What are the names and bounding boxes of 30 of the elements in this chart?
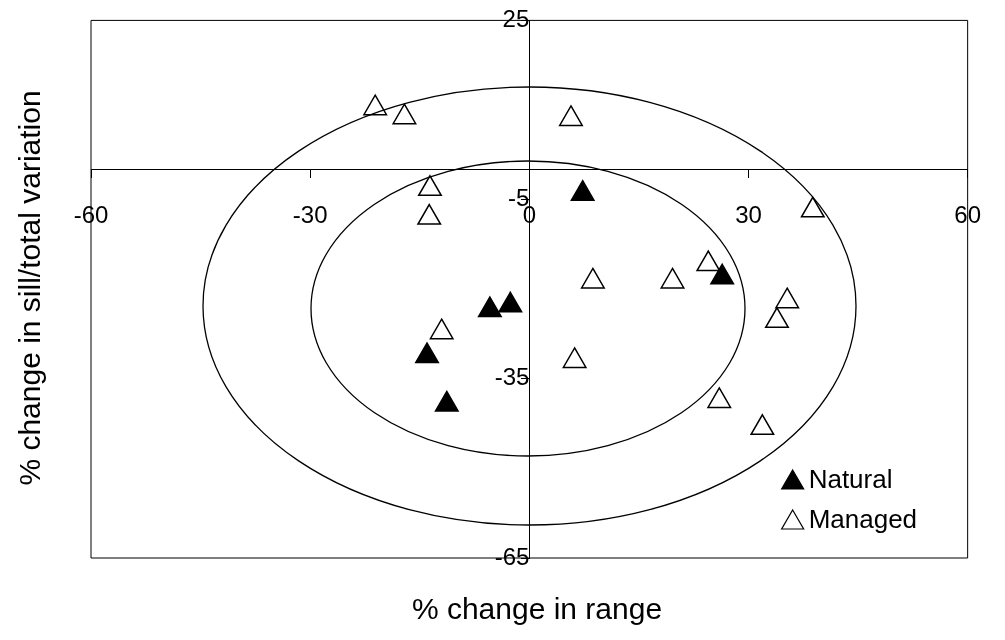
point bbox=[775, 287, 800, 309]
y-tick-label: -65 bbox=[494, 542, 530, 570]
point bbox=[429, 318, 454, 340]
point bbox=[363, 94, 388, 116]
point bbox=[415, 342, 440, 364]
legend-label: Managed bbox=[808, 504, 918, 535]
point bbox=[800, 196, 825, 218]
point bbox=[696, 250, 721, 272]
point bbox=[580, 267, 605, 289]
point bbox=[392, 103, 417, 125]
x-tick-label: 30 bbox=[735, 200, 762, 228]
point bbox=[562, 347, 587, 369]
point bbox=[417, 175, 442, 197]
x-axis-title: % change in range bbox=[410, 592, 664, 626]
y-tick-label: -35 bbox=[494, 363, 530, 391]
point bbox=[764, 307, 789, 329]
point bbox=[750, 414, 775, 436]
y-axis-title: % change in sill/total variation bbox=[13, 90, 47, 486]
point bbox=[498, 291, 523, 313]
point bbox=[434, 390, 459, 412]
point bbox=[417, 203, 442, 225]
legend-label: Natural bbox=[808, 464, 893, 495]
point bbox=[710, 263, 735, 285]
point bbox=[477, 296, 502, 318]
point bbox=[707, 387, 732, 409]
point bbox=[570, 179, 595, 201]
x-tick-label: -60 bbox=[73, 200, 109, 228]
point bbox=[558, 105, 583, 127]
point bbox=[660, 267, 685, 289]
x-tick-label: -30 bbox=[292, 200, 328, 228]
